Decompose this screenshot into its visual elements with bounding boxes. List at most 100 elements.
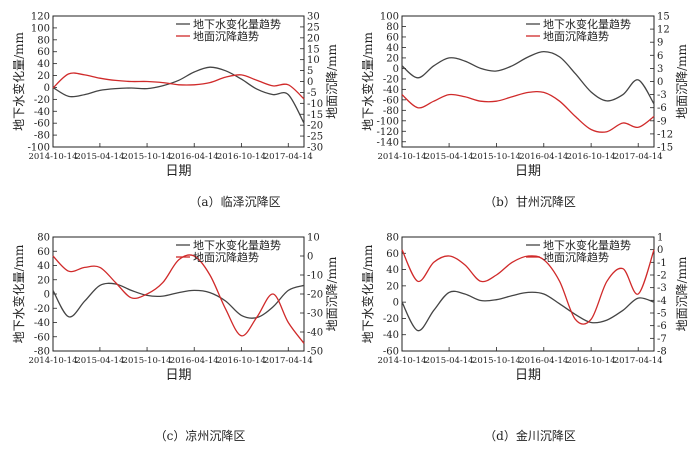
right-tick-label: 6 [657, 51, 663, 62]
left-tick-label: -80 [34, 347, 50, 358]
x-tick-label: 2015-10-14 [123, 356, 172, 366]
x-tick-label: 2015-04-14 [425, 152, 474, 162]
right-tick-label: 15 [657, 12, 670, 23]
left-tick-label: 100 [380, 12, 399, 23]
right-tick-label: -30 [307, 309, 323, 320]
left-tick-label: 0 [44, 290, 50, 301]
right-axis-title: 地面沉降/mm [675, 256, 689, 331]
right-tick-label: -12 [657, 129, 673, 140]
left-tick-label: -40 [383, 85, 399, 96]
chart-panel-4: 806040200-20-40-6010-1-2-3-4-5-6-7-82014… [360, 233, 689, 444]
left-tick-label: 80 [386, 22, 399, 33]
left-tick-label: 40 [37, 261, 50, 272]
right-tick-label: 15 [307, 44, 320, 55]
chart-panel-3: 806040200-20-40-60-80100-10-20-30-40-502… [11, 233, 339, 444]
x-tick-label: 2015-10-14 [472, 152, 521, 162]
left-tick-label: 100 [31, 23, 50, 34]
right-tick-label: -15 [657, 143, 673, 154]
left-tick-label: 60 [386, 249, 399, 260]
x-tick-label: 2014-10-14 [28, 152, 77, 162]
subsidence-trend-line [401, 249, 655, 325]
left-tick-label: -80 [383, 106, 399, 117]
right-axis-title: 地面沉降/mm [325, 256, 339, 331]
panel-caption: （c）凉州沉降区 [155, 428, 246, 443]
right-tick-label: -3 [657, 283, 667, 294]
x-tick-label: 2016-10-14 [217, 356, 266, 366]
x-tick-label: 2017-04-14 [614, 356, 663, 366]
right-tick-label: 10 [307, 55, 320, 66]
right-tick-label: -8 [657, 347, 667, 358]
left-tick-label: -20 [383, 74, 399, 85]
right-tick-label: -2 [657, 271, 667, 282]
right-tick-label: -5 [307, 88, 317, 99]
left-tick-label: 120 [31, 12, 50, 23]
legend-label: 地面沉降趋势 [543, 29, 609, 43]
left-tick-label: -140 [377, 137, 399, 148]
left-tick-label: -100 [28, 143, 50, 154]
panel-caption: （a）临泽沉降区 [189, 195, 280, 209]
right-tick-label: 3 [657, 64, 663, 75]
right-tick-label: 12 [657, 25, 670, 36]
groundwater-trend-line [52, 66, 305, 124]
chart-panel-1: 120100806040200-20-40-60-80-100302520151… [11, 12, 339, 210]
x-tick-label: 2016-10-14 [567, 356, 616, 366]
right-tick-label: -20 [307, 121, 323, 132]
x-tick-label: 2014-10-14 [28, 356, 77, 366]
right-axis-title: 地面沉降/mm [675, 43, 689, 118]
x-tick-label: 2014-10-14 [377, 152, 426, 162]
right-tick-label: -40 [307, 328, 323, 339]
x-tick-label: 2015-10-14 [123, 152, 172, 162]
right-axis-title: 地面沉降/mm [325, 43, 339, 118]
x-tick-label: 2016-10-14 [567, 152, 616, 162]
right-tick-label: -30 [307, 143, 323, 154]
left-tick-label: -60 [34, 332, 50, 343]
right-tick-label: -1 [657, 258, 667, 269]
right-tick-label: 25 [307, 22, 320, 33]
x-axis-title: 日期 [165, 164, 191, 179]
left-tick-label: 80 [37, 35, 50, 46]
x-tick-label: 2017-04-14 [264, 356, 313, 366]
right-tick-label: 0 [307, 252, 313, 263]
right-tick-label: 20 [307, 33, 320, 44]
x-tick-label: 2016-04-14 [519, 152, 568, 162]
left-tick-label: -20 [34, 304, 50, 315]
right-tick-label: -10 [307, 271, 323, 282]
left-tick-label: -120 [377, 127, 399, 138]
left-tick-label: -100 [377, 116, 399, 127]
left-tick-label: -40 [383, 330, 399, 341]
right-tick-label: -15 [307, 110, 323, 121]
left-tick-label: -20 [383, 314, 399, 325]
left-tick-label: 20 [37, 71, 50, 82]
left-tick-label: -40 [34, 318, 50, 329]
legend-label: 地下水变化量趋势 [543, 17, 631, 31]
x-axis-title: 日期 [515, 164, 541, 179]
right-tick-label: -50 [307, 347, 323, 358]
right-tick-label: 0 [307, 77, 313, 88]
x-tick-label: 2014-10-14 [377, 356, 426, 366]
left-tick-label: 80 [386, 233, 399, 244]
left-tick-label: 40 [386, 43, 399, 54]
left-tick-label: 80 [37, 233, 50, 244]
x-tick-label: 2015-04-14 [75, 356, 124, 366]
right-tick-label: 9 [657, 38, 663, 49]
right-tick-label: -9 [657, 116, 667, 127]
left-tick-label: -40 [34, 107, 50, 118]
legend-label: 地面沉降趋势 [193, 250, 259, 264]
left-tick-label: 0 [44, 83, 50, 94]
right-tick-label: -7 [657, 334, 667, 345]
left-tick-label: 40 [37, 59, 50, 70]
x-tick-label: 2017-04-14 [264, 152, 313, 162]
left-tick-label: -20 [34, 95, 50, 106]
x-tick-label: 2015-04-14 [425, 356, 474, 366]
legend-label: 地面沉降趋势 [543, 250, 609, 264]
groundwater-trend-line [401, 290, 655, 332]
left-tick-label: 20 [386, 281, 399, 292]
x-tick-label: 2016-04-14 [170, 356, 219, 366]
subsidence-trend-line [52, 72, 305, 100]
subsidence-trend-line [401, 90, 655, 133]
left-tick-label: 60 [386, 32, 399, 43]
left-tick-label: -60 [383, 347, 399, 358]
panel-caption: （d）金川沉降区 [484, 428, 576, 443]
right-tick-label: 0 [657, 245, 663, 256]
x-axis-title: 日期 [165, 368, 191, 383]
